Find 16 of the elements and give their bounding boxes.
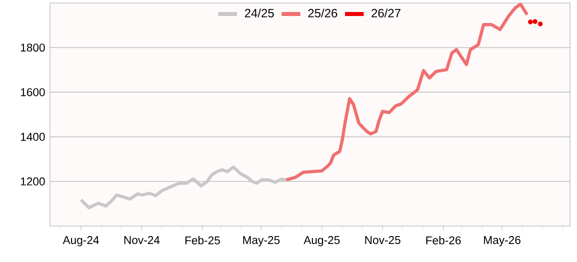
y-tick-label: 1200 [20,177,45,186]
x-tick-label: Feb-26 [426,236,461,244]
line-series [284,3,529,182]
x-tick-label: Nov-24 [124,236,160,244]
x-tick-label: May-26 [484,236,520,246]
x-tick-label: May-25 [243,236,280,246]
legend-label: 25/26 [308,8,338,18]
legend-label: 26/27 [372,8,400,18]
legend-label: 24/25 [244,8,274,18]
y-tick-label: 1800 [20,44,45,52]
x-tick-label: Aug-24 [62,236,99,246]
x-tick-label: Aug-25 [304,236,340,246]
x-tick-label: Feb-25 [185,236,220,244]
y-tick-label: 1400 [20,132,45,141]
y-tick-label: 1600 [20,88,45,96]
x-tick-label: Nov-25 [365,236,400,244]
